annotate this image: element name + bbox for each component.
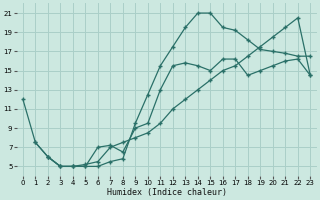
X-axis label: Humidex (Indice chaleur): Humidex (Indice chaleur): [107, 188, 227, 197]
